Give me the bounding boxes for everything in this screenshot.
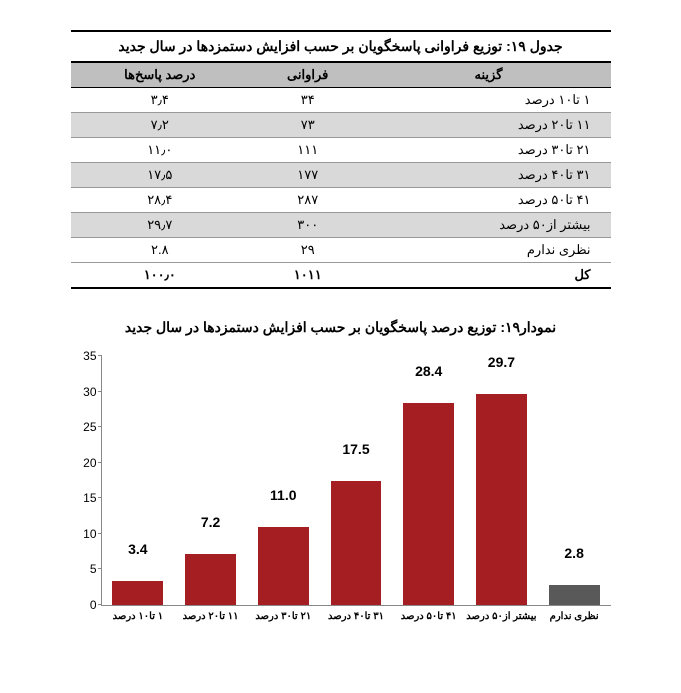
y-tick-label: 35 [67, 349, 97, 363]
bar-value-label: 28.4 [392, 363, 465, 383]
cell-pct: ۲۹٫۷ [71, 213, 250, 238]
y-tick-mark [98, 497, 102, 498]
cell-option: ۳۱ تا۴۰ درصد [366, 163, 610, 188]
cell-pct: ۱۰۰٫۰ [71, 263, 250, 289]
cell-freq: ۳۰۰ [249, 213, 366, 238]
table-row: ۱ تا۱۰ درصد۳۴۳٫۴ [71, 88, 611, 113]
table-row: نظری ندارم۲۹۲.۸ [71, 238, 611, 263]
table-row: ۴۱ تا۵۰ درصد۲۸۷۲۸٫۴ [71, 188, 611, 213]
col-freq: فراوانی [249, 63, 366, 88]
bar [549, 585, 600, 605]
bar [185, 554, 236, 605]
y-tick-mark [98, 355, 102, 356]
cell-freq: ۷۳ [249, 113, 366, 138]
y-tick-mark [98, 462, 102, 463]
bar [476, 394, 527, 605]
x-category-label: ۱ تا۱۰ درصد [102, 605, 175, 622]
y-tick-mark [98, 568, 102, 569]
cell-option: ۱ تا۱۰ درصد [366, 88, 610, 113]
bar-value-label: 7.2 [174, 514, 247, 534]
table-header-row: گزینه فراوانی درصد پاسخ‌ها [71, 63, 611, 88]
y-tick-label: 5 [67, 562, 97, 576]
bar-value-label: 2.8 [538, 545, 611, 565]
bar-value-label: 17.5 [320, 441, 393, 461]
x-category-label: نظری ندارم [538, 605, 611, 622]
bar [331, 481, 382, 606]
chart-title: نمودار۱۹: توزیع درصد پاسخگویان بر حسب اف… [40, 319, 641, 336]
cell-option: ۴۱ تا۵۰ درصد [366, 188, 610, 213]
table-row: بیشتر از۵۰ درصد۳۰۰۲۹٫۷ [71, 213, 611, 238]
y-tick-mark [98, 391, 102, 392]
cell-freq: ۱۰۱۱ [249, 263, 366, 289]
cell-pct: ۱۷٫۵ [71, 163, 250, 188]
x-category-label: ۲۱ تا۳۰ درصد [247, 605, 320, 622]
y-tick-mark [98, 533, 102, 534]
y-tick-label: 25 [67, 420, 97, 434]
plot-area: 051015202530353.4۱ تا۱۰ درصد7.2۱۱ تا۲۰ د… [101, 356, 611, 606]
cell-option: ۲۱ تا۳۰ درصد [366, 138, 610, 163]
table-total-row: کل۱۰۱۱۱۰۰٫۰ [71, 263, 611, 289]
bar-value-label: 29.7 [465, 354, 538, 374]
cell-pct: ۱۱٫۰ [71, 138, 250, 163]
cell-pct: ۲.۸ [71, 238, 250, 263]
y-tick-label: 10 [67, 527, 97, 541]
col-percent: درصد پاسخ‌ها [71, 63, 250, 88]
cell-option: نظری ندارم [366, 238, 610, 263]
cell-freq: ۲۸۷ [249, 188, 366, 213]
y-tick-label: 15 [67, 491, 97, 505]
y-tick-label: 0 [67, 598, 97, 612]
col-option: گزینه [366, 63, 610, 88]
bar-value-label: 3.4 [102, 541, 175, 561]
table-title: جدول ۱۹: توزیع فراوانی پاسخگویان بر حسب … [71, 30, 611, 63]
bar-chart: 0 5 10 15 20 25 30 35 3.4 ۱ تا۱۰ درصد 7.2 ۱۱ تا۲۰ د… [61, 346, 621, 646]
frequency-table: جدول ۱۹: توزیع فراوانی پاسخگویان بر حسب … [71, 30, 611, 289]
bar [258, 527, 309, 605]
x-category-label: ۱۱ تا۲۰ درصد [174, 605, 247, 622]
cell-freq: ۲۹ [249, 238, 366, 263]
x-category-label: ۴۱ تا۵۰ درصد [392, 605, 465, 622]
cell-freq: ۳۴ [249, 88, 366, 113]
cell-freq: ۱۱۱ [249, 138, 366, 163]
data-table: گزینه فراوانی درصد پاسخ‌ها ۱ تا۱۰ درصد۳۴… [71, 63, 611, 289]
cell-option: بیشتر از۵۰ درصد [366, 213, 610, 238]
x-category-label: بیشتر از۵۰ درصد [465, 605, 538, 622]
x-category-label: ۳۱ تا۴۰ درصد [320, 605, 393, 622]
bar-value-label: 11.0 [247, 487, 320, 507]
table-row: ۱۱ تا۲۰ درصد۷۳۷٫۲ [71, 113, 611, 138]
cell-pct: ۲۸٫۴ [71, 188, 250, 213]
table-row: ۲۱ تا۳۰ درصد۱۱۱۱۱٫۰ [71, 138, 611, 163]
bar [403, 403, 454, 605]
cell-pct: ۷٫۲ [71, 113, 250, 138]
bar [112, 581, 163, 605]
cell-option: کل [366, 263, 610, 289]
y-tick-mark [98, 426, 102, 427]
table-row: ۳۱ تا۴۰ درصد۱۷۷۱۷٫۵ [71, 163, 611, 188]
cell-option: ۱۱ تا۲۰ درصد [366, 113, 610, 138]
cell-freq: ۱۷۷ [249, 163, 366, 188]
y-tick-label: 20 [67, 456, 97, 470]
cell-pct: ۳٫۴ [71, 88, 250, 113]
y-tick-label: 30 [67, 385, 97, 399]
